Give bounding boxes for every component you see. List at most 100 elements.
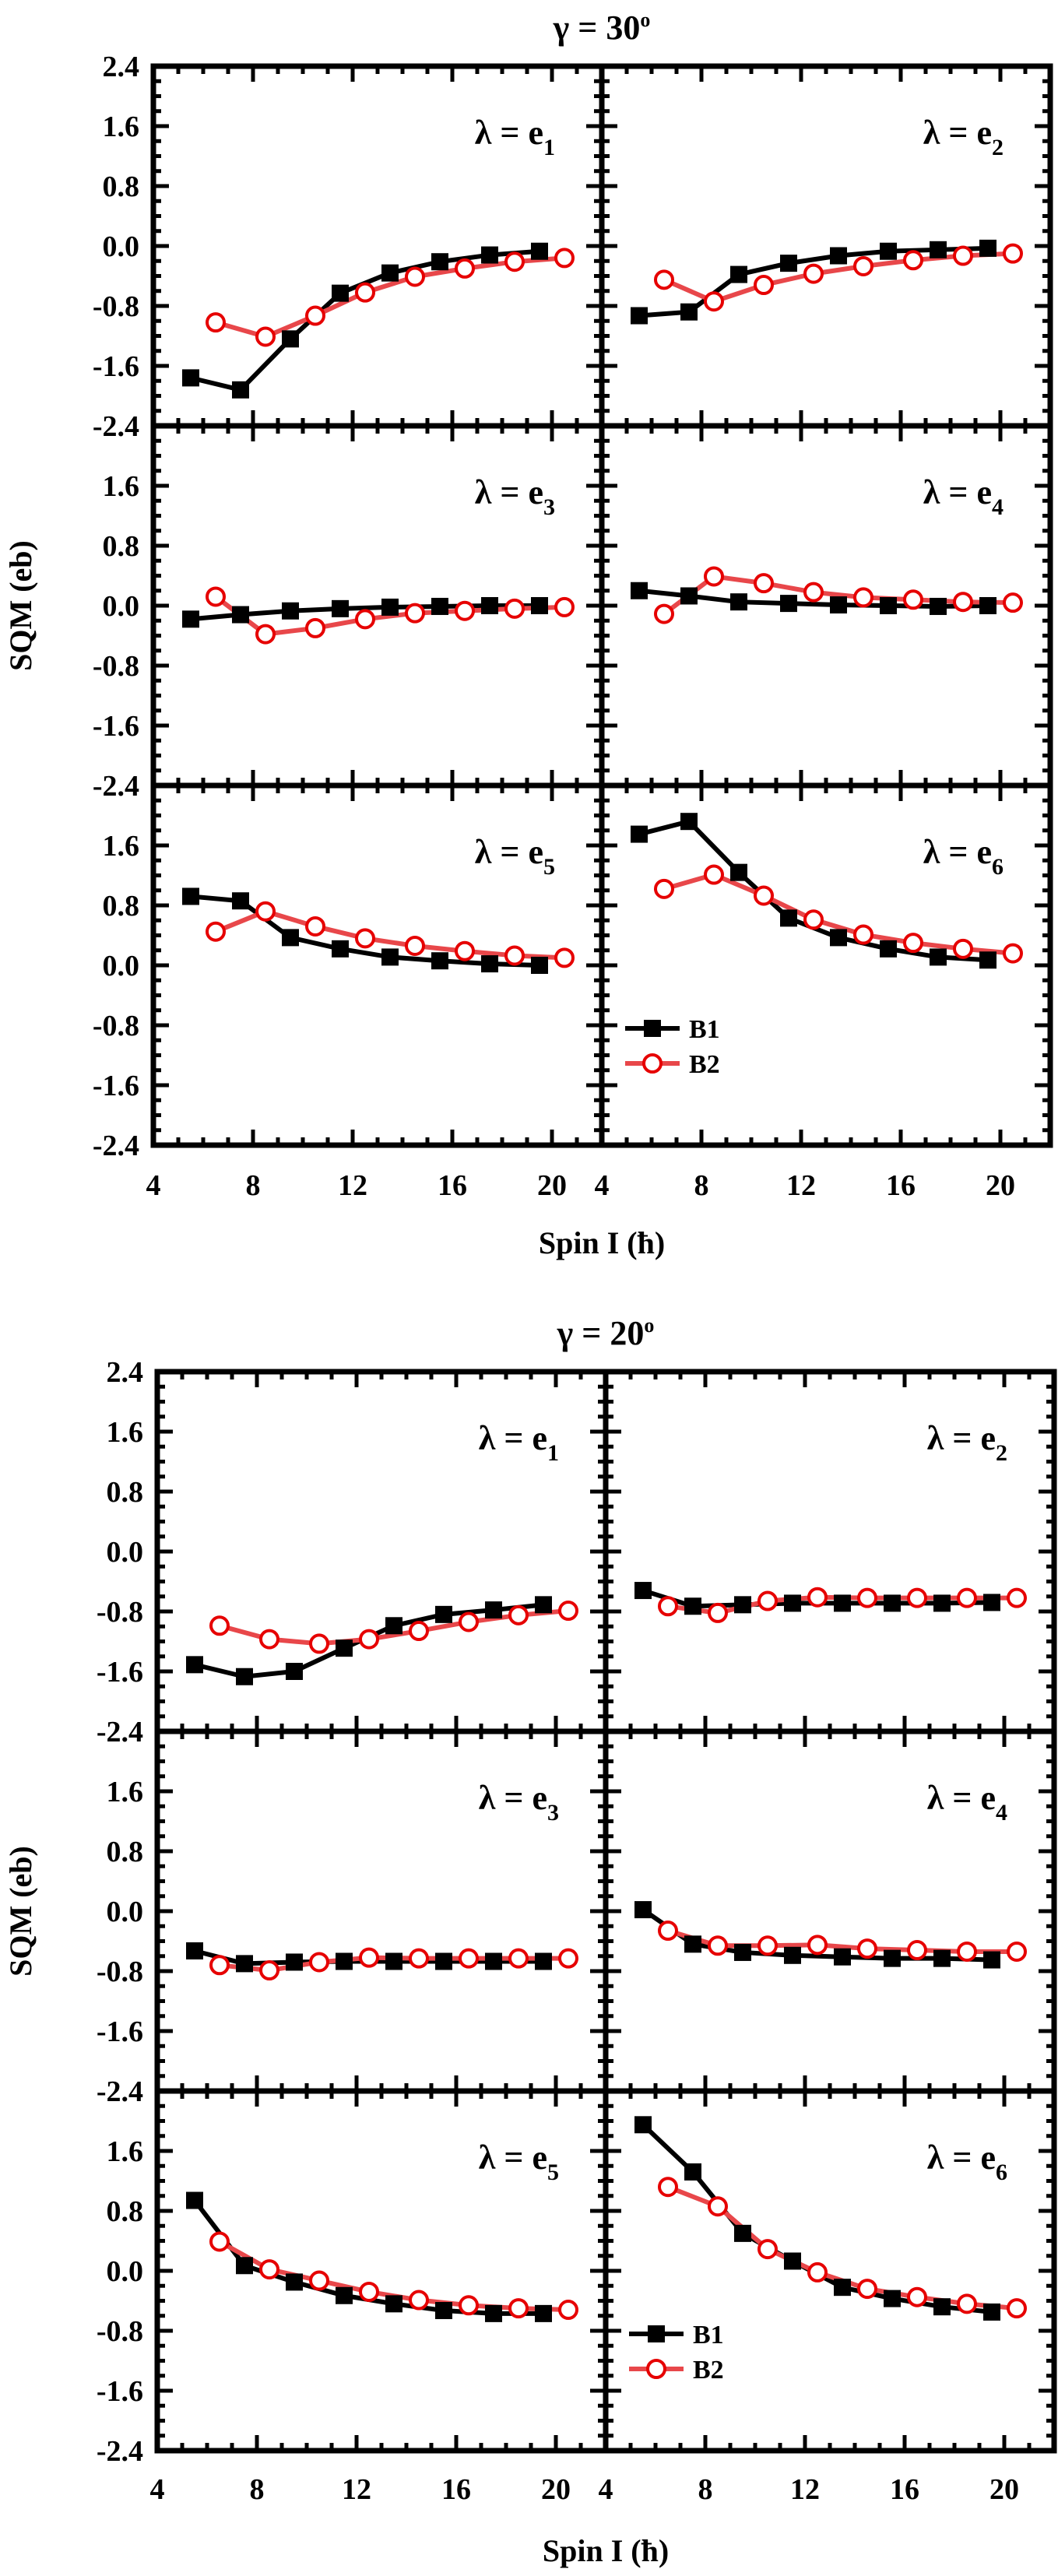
data-point-B2 <box>359 1947 379 1968</box>
y-tick-label: -1.6 <box>97 2015 143 2048</box>
data-point-B1 <box>880 242 897 260</box>
data-point-B1 <box>884 1949 901 1967</box>
x-tick-label: 16 <box>438 1169 467 1202</box>
data-point-B2 <box>355 282 375 303</box>
data-point-B1 <box>884 2290 901 2307</box>
x-axis-label: Spin I (ħ) <box>543 2533 669 2568</box>
data-point-B1 <box>236 1668 253 1685</box>
data-point-B1 <box>282 602 299 620</box>
y-tick-label: -2.4 <box>97 2075 143 2108</box>
data-point-B2 <box>1007 1587 1027 1608</box>
panel-label-text: λ = e <box>923 833 992 871</box>
panel-label-text: λ = e <box>923 473 992 511</box>
legend-label-B2: B2 <box>689 1050 720 1079</box>
data-point-B2 <box>558 2300 578 2321</box>
y-tick-label: 1.6 <box>103 111 140 143</box>
y-tick-label: 0.8 <box>107 2195 144 2228</box>
data-point-B1 <box>535 2304 552 2322</box>
panel-label: λ = e1 <box>479 1419 559 1466</box>
data-point-B2 <box>957 2293 977 2314</box>
data-point-B1 <box>730 265 747 283</box>
data-point-B2 <box>305 915 325 937</box>
data-point-B2 <box>206 312 226 333</box>
data-point-B1 <box>780 909 797 927</box>
chart-title-text: γ = 20 <box>557 1314 645 1352</box>
panel-label: λ = e2 <box>923 114 1004 160</box>
data-point-B2 <box>857 1938 877 1959</box>
data-point-B2 <box>807 2261 828 2283</box>
x-tick-label: 8 <box>250 2473 265 2506</box>
data-point-B1 <box>730 593 747 611</box>
legend-marker-B1 <box>648 2325 665 2342</box>
panel-label: λ = e4 <box>927 1779 1007 1826</box>
legend-marker-B2 <box>646 2359 666 2379</box>
data-point-B2 <box>907 2286 927 2307</box>
data-point-B1 <box>684 1597 701 1615</box>
data-point-B1 <box>182 610 199 628</box>
y-tick-label: 2.4 <box>107 1356 144 1389</box>
y-tick-label: 0.0 <box>107 1896 144 1928</box>
panel-label-text: λ = e <box>475 473 543 511</box>
data-point-B2 <box>259 2259 279 2280</box>
data-point-B2 <box>853 587 873 608</box>
data-point-B2 <box>654 878 674 899</box>
data-point-B2 <box>355 928 375 949</box>
data-point-B1 <box>286 2273 303 2291</box>
data-point-B2 <box>1003 943 1023 964</box>
data-point-B2 <box>704 864 724 885</box>
data-point-B1 <box>485 2304 502 2322</box>
x-tick-label: 16 <box>890 2473 919 2506</box>
x-tick-label: 12 <box>790 2473 820 2506</box>
data-point-B1 <box>634 1582 652 1600</box>
data-point-B1 <box>232 892 249 910</box>
data-point-B1 <box>435 1952 452 1970</box>
data-point-B2 <box>455 258 475 279</box>
data-point-B2 <box>409 1948 429 1969</box>
data-point-B1 <box>930 948 947 966</box>
data-point-B1 <box>336 2286 353 2304</box>
y-tick-label: 0.8 <box>103 890 140 923</box>
y-tick-label: -1.6 <box>93 350 139 383</box>
data-point-B2 <box>708 1602 728 1623</box>
data-point-B1 <box>784 2252 801 2270</box>
data-point-B1 <box>930 597 947 615</box>
data-point-B2 <box>754 573 774 594</box>
data-point-B2 <box>359 2281 379 2302</box>
data-point-B2 <box>654 269 674 290</box>
y-tick-label: -1.6 <box>93 710 139 743</box>
data-point-B1 <box>286 1663 303 1680</box>
data-point-B1 <box>282 330 299 348</box>
data-point-B1 <box>780 595 797 613</box>
data-point-B2 <box>455 940 475 961</box>
x-tick-label: 20 <box>986 1169 1015 1202</box>
x-tick-label: 12 <box>786 1169 816 1202</box>
data-point-B1 <box>182 369 199 387</box>
panel-label-subscript: 2 <box>996 1440 1007 1466</box>
y-tick-label: -1.6 <box>97 1656 143 1689</box>
y-tick-label: -0.8 <box>93 1010 139 1042</box>
data-point-B2 <box>708 1935 728 1956</box>
data-point-B2 <box>803 582 824 603</box>
data-point-B1 <box>236 1955 253 1973</box>
data-point-B2 <box>508 1604 529 1625</box>
x-tick-label: 4 <box>146 1169 161 1202</box>
y-tick-label: 0.0 <box>107 1536 144 1569</box>
y-tick-label: -2.4 <box>97 2435 143 2468</box>
data-point-B1 <box>381 598 399 616</box>
data-point-B1 <box>535 1596 552 1614</box>
panel-label: λ = e2 <box>927 1419 1007 1466</box>
panel-label-subscript: 1 <box>543 135 555 160</box>
data-point-B1 <box>933 2298 951 2316</box>
panel-label: λ = e3 <box>479 1779 559 1826</box>
data-point-B2 <box>903 933 923 954</box>
series-line-B1 <box>190 248 540 393</box>
x-tick-label: 8 <box>694 1169 709 1202</box>
panel-e1: 2.4 1.6 0.8 0.0 -0.8 -1.6 -2.4 λ = e1 <box>93 51 605 443</box>
data-point-B1 <box>431 952 448 970</box>
data-point-B1 <box>631 582 648 599</box>
x-tick-label: 16 <box>441 2473 471 2506</box>
legend-label-B2: B2 <box>693 2356 724 2384</box>
panel-e5: 1.6 0.8 0.0 -0.8 -1.6 -2.44 8 12 16 20 λ = e5 <box>97 2088 609 2506</box>
data-point-B2 <box>658 2177 678 2198</box>
chart-title-text: γ = 30 <box>553 9 641 47</box>
